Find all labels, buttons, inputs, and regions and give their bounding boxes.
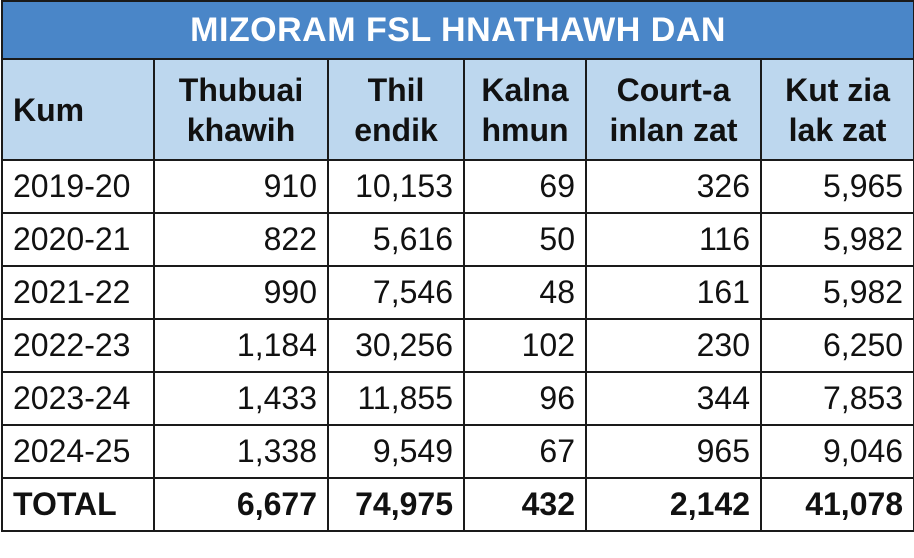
value-cell: 1,338 — [153, 424, 329, 479]
total-row: TOTAL 6,677 74,975 432 2,142 41,078 — [1, 477, 914, 532]
value-cell: 344 — [585, 371, 762, 426]
data-row: 2019-20 910 10,153 69 326 5,965 — [1, 159, 914, 214]
column-header: Thil endik — [327, 58, 465, 161]
column-header: Court-a inlan zat — [585, 58, 762, 161]
total-cell: 41,078 — [759, 477, 914, 532]
value-cell: 30,256 — [327, 318, 465, 373]
value-cell: 326 — [585, 159, 762, 214]
total-cell: 432 — [463, 477, 587, 532]
value-cell: 10,153 — [327, 159, 465, 214]
value-cell: 990 — [153, 265, 329, 320]
value-cell: 50 — [463, 212, 587, 267]
fsl-table: MIZORAM FSL HNATHAWH DAN Kum Thubuai khaw… — [0, 0, 914, 532]
data-row: 2023-24 1,433 11,855 96 344 7,853 — [1, 371, 914, 426]
column-header: Kut zia lak zat — [759, 58, 914, 161]
data-row: 2021-22 990 7,546 48 161 5,982 — [1, 265, 914, 320]
value-cell: 48 — [463, 265, 587, 320]
value-cell: 161 — [585, 265, 762, 320]
total-cell: 2,142 — [585, 477, 762, 532]
column-header: Kalna hmun — [463, 58, 587, 161]
value-cell: 7,546 — [327, 265, 465, 320]
value-cell: 5,982 — [759, 265, 914, 320]
value-cell: 11,855 — [327, 371, 465, 426]
year-cell: 2022-23 — [1, 318, 155, 373]
table-body: 2019-20 910 10,153 69 326 5,965 2020-21 822 5,61… — [1, 159, 914, 532]
value-cell: 5,616 — [327, 212, 465, 267]
value-cell: 1,433 — [153, 371, 329, 426]
total-cell: 74,975 — [327, 477, 465, 532]
value-cell: 67 — [463, 424, 587, 479]
value-cell: 5,965 — [759, 159, 914, 214]
value-cell: 9,549 — [327, 424, 465, 479]
total-cell: 6,677 — [153, 477, 329, 532]
value-cell: 910 — [153, 159, 329, 214]
year-cell: 2024-25 — [1, 424, 155, 479]
year-cell: 2020-21 — [1, 212, 155, 267]
data-row: 2024-25 1,338 9,549 67 965 9,046 — [1, 424, 914, 479]
column-header: Kum — [1, 58, 155, 161]
data-row: 2022-23 1,184 30,256 102 230 6,250 — [1, 318, 914, 373]
value-cell: 96 — [463, 371, 587, 426]
header-row: Kum Thubuai khawih Thil endik Kalna hmun Cou… — [1, 58, 914, 161]
data-row: 2020-21 822 5,616 50 116 5,982 — [1, 212, 914, 267]
total-label: TOTAL — [1, 477, 155, 532]
value-cell: 69 — [463, 159, 587, 214]
value-cell: 230 — [585, 318, 762, 373]
value-cell: 116 — [585, 212, 762, 267]
value-cell: 5,982 — [759, 212, 914, 267]
column-header: Thubuai khawih — [153, 58, 329, 161]
value-cell: 9,046 — [759, 424, 914, 479]
value-cell: 1,184 — [153, 318, 329, 373]
value-cell: 7,853 — [759, 371, 914, 426]
title-row: MIZORAM FSL HNATHAWH DAN — [0, 0, 914, 60]
year-cell: 2021-22 — [1, 265, 155, 320]
value-cell: 965 — [585, 424, 762, 479]
value-cell: 822 — [153, 212, 329, 267]
year-cell: 2023-24 — [1, 371, 155, 426]
value-cell: 6,250 — [759, 318, 914, 373]
table-title: MIZORAM FSL HNATHAWH DAN — [0, 0, 914, 60]
value-cell: 102 — [463, 318, 587, 373]
year-cell: 2019-20 — [1, 159, 155, 214]
